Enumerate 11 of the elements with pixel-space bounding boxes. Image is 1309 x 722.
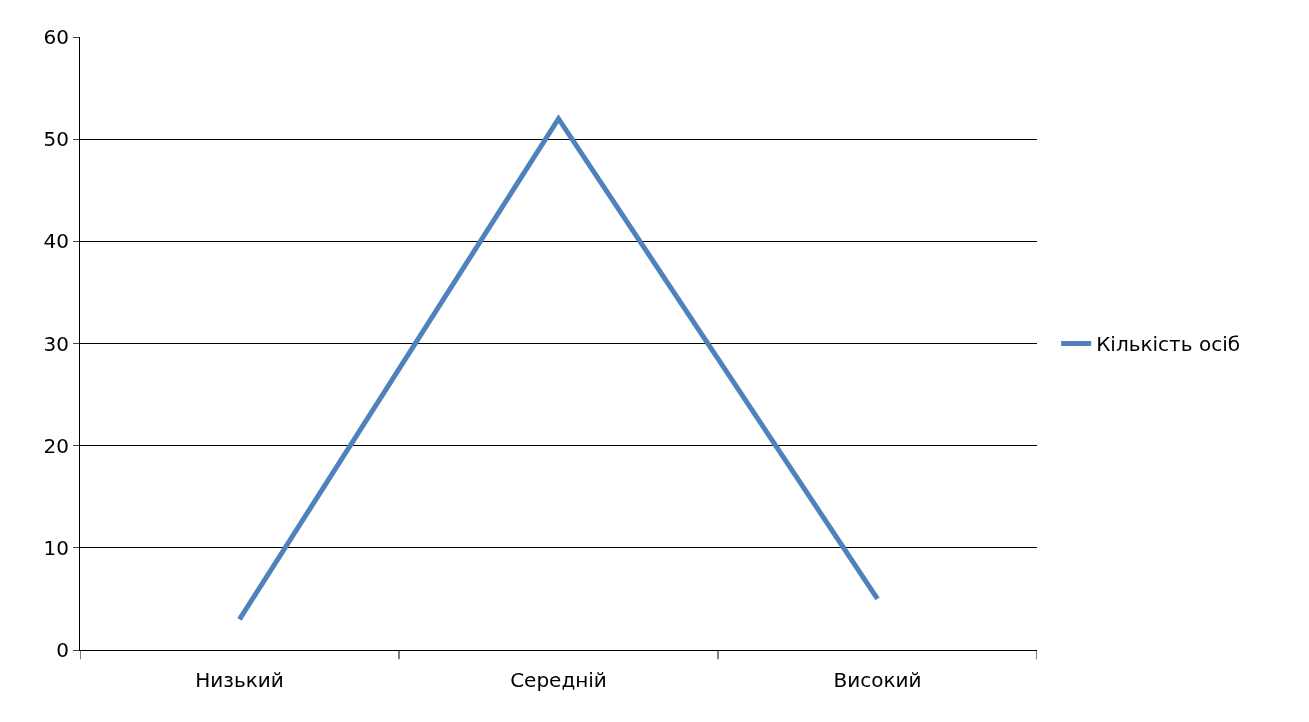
y-tick-label: 60 [43,25,69,49]
legend-label: Кількість осіб [1096,332,1241,357]
y-tick-label: 50 [43,127,69,152]
x-tick-label: Низький [195,668,284,692]
x-tick-label: Середній [510,668,607,692]
y-tick-label: 10 [43,535,69,560]
x-tick-label: Високий [833,668,922,692]
y-tick-label: 30 [43,331,69,356]
y-tick-label: 20 [43,433,69,458]
y-tick-label: 0 [56,638,69,662]
y-tick-label: 40 [43,229,69,254]
